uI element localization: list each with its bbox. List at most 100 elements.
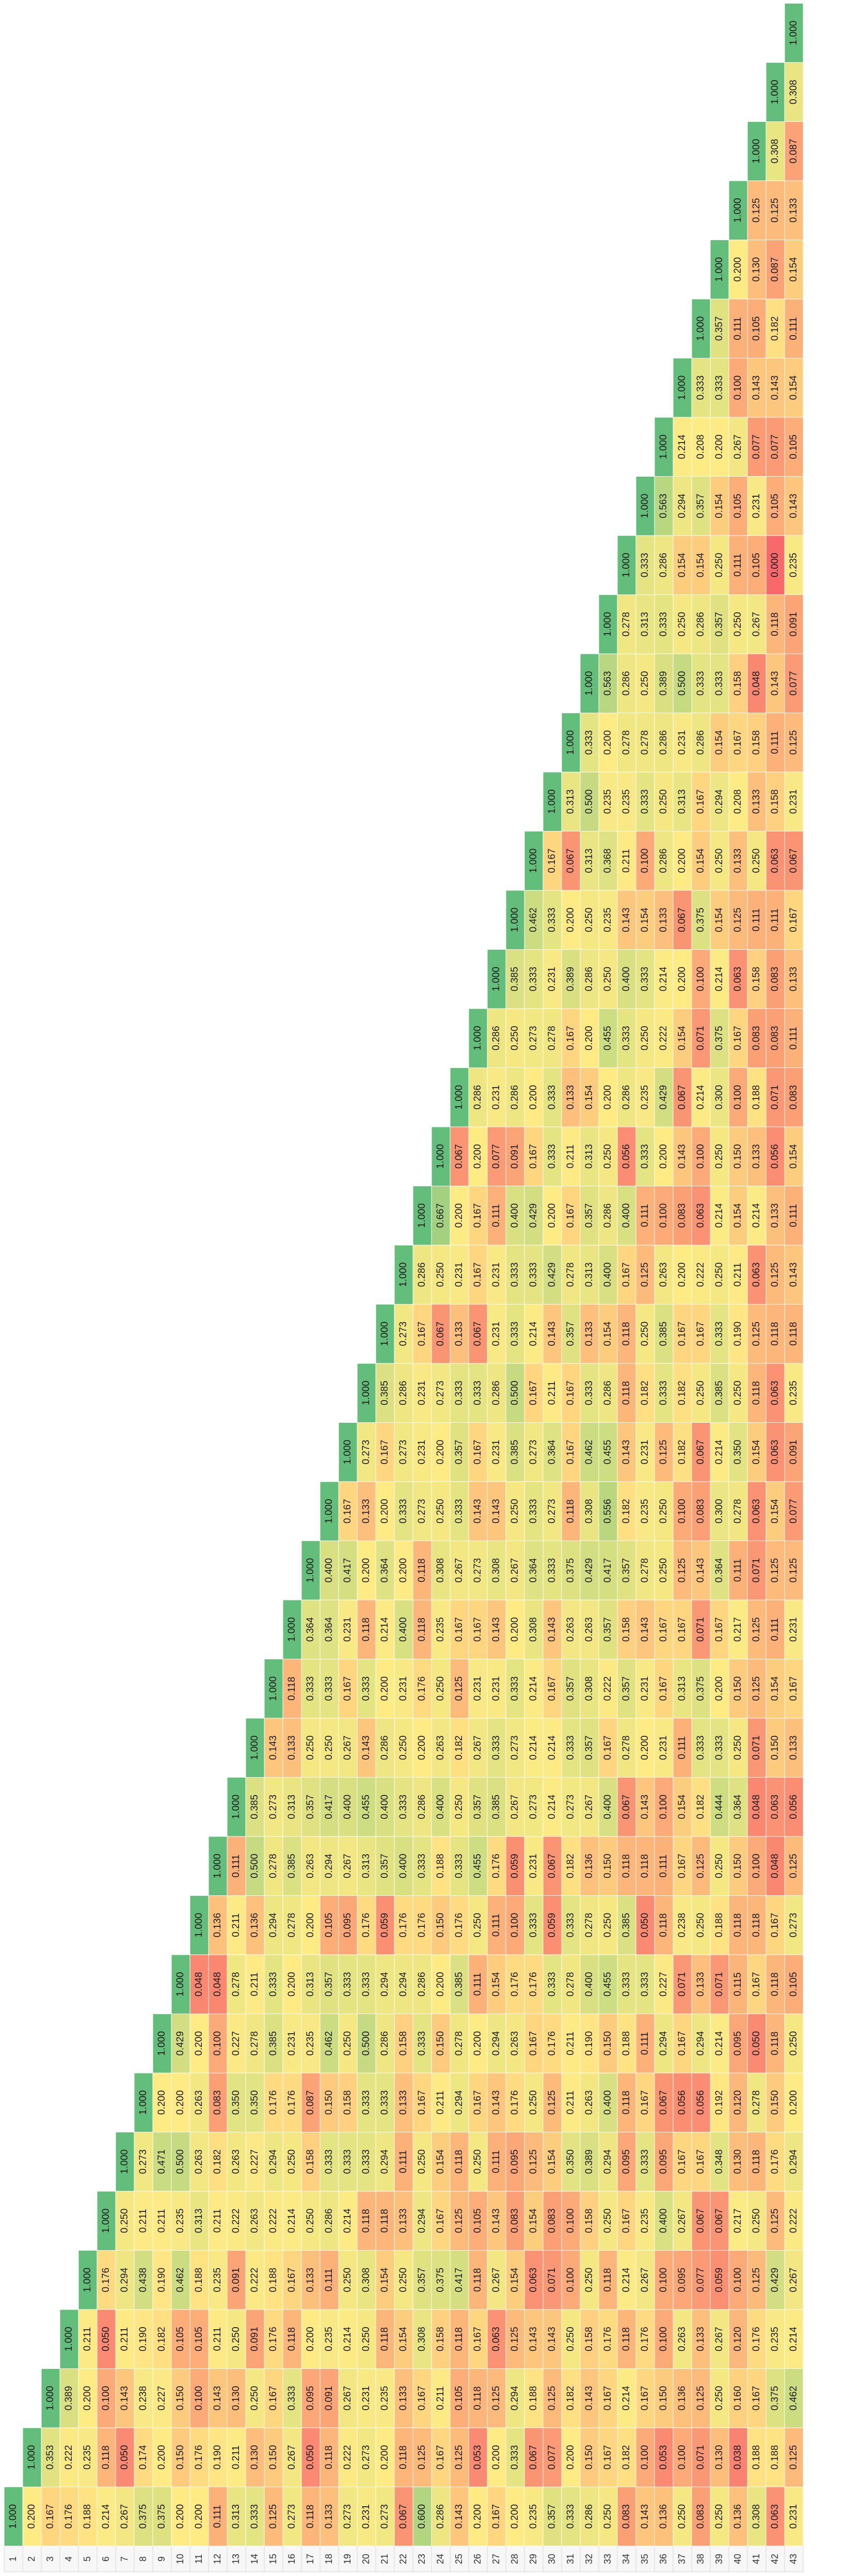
cell-value: 1.000: [417, 1203, 427, 1228]
heat-cell: [320, 1777, 339, 1837]
cell-value: 1.000: [658, 434, 669, 459]
row-label: 15: [268, 2554, 278, 2564]
cell-value: 0.087: [788, 139, 799, 164]
cell-value: 0.357: [454, 1440, 465, 1465]
heat-cell: [431, 1245, 451, 1305]
cell-value: 0.273: [435, 1380, 446, 1405]
heat-cell: [282, 1599, 302, 1659]
heat-cell: [561, 1895, 581, 1955]
cell-value: 0.143: [119, 2386, 130, 2411]
heat-cell: [561, 2487, 581, 2547]
cell-value: 1.000: [194, 1913, 204, 1938]
cell-value: 0.250: [714, 2386, 725, 2411]
heat-cell: [766, 1363, 785, 1423]
cell-value: 1.000: [379, 1322, 390, 1346]
heat-cell: [431, 1541, 451, 1600]
cell-value: 1.000: [26, 2445, 37, 2470]
cell-value: 0.167: [342, 1499, 353, 1523]
heat-cell: [78, 2368, 98, 2428]
heat-cell: [152, 2191, 172, 2251]
cell-value: 0.190: [212, 2445, 223, 2470]
cell-value: 0.071: [695, 1617, 706, 1642]
heat-cell: [301, 1777, 321, 1837]
heat-cell: [673, 1186, 692, 1246]
heat-cell: [450, 1659, 469, 1719]
heat-cell: [320, 1599, 339, 1659]
cell-value: 0.294: [509, 2386, 520, 2411]
cell-value: 0.167: [602, 1735, 613, 1760]
cell-value: 0.125: [751, 1676, 762, 1701]
heat-cell: [375, 1541, 395, 1600]
cell-value: 0.118: [417, 1617, 427, 1641]
cell-value: 0.167: [677, 1617, 688, 1642]
heat-cell: [710, 1186, 729, 1246]
cell-value: 0.231: [547, 967, 557, 992]
cell-value: 0.333: [324, 1676, 334, 1701]
cell-value: 0.200: [565, 907, 576, 932]
cell-value: 0.111: [212, 2505, 223, 2528]
heat-cell: [654, 1422, 674, 1482]
heat-cell: [691, 1599, 711, 1659]
cell-value: 0.300: [714, 1085, 725, 1110]
heat-cell: [357, 1422, 376, 1482]
cell-value: 0.333: [342, 1972, 353, 1997]
cell-value: 0.167: [472, 2090, 483, 2115]
cell-value: 0.111: [788, 1027, 799, 1050]
cell-value: 0.222: [268, 2208, 279, 2233]
cell-value: 0.154: [714, 494, 725, 519]
cell-value: 0.200: [547, 1203, 557, 1228]
heat-cell: [487, 1422, 506, 1482]
cell-value: 0.125: [677, 1558, 688, 1583]
cell-value: 0.250: [324, 1735, 334, 1760]
cell-value: 0.235: [640, 1499, 650, 1523]
heat-cell: [543, 1304, 562, 1364]
heat-cell: [208, 1836, 228, 1896]
heat-cell: [152, 2250, 172, 2310]
cell-value: 0.154: [640, 907, 650, 932]
heat-cell: [580, 772, 599, 831]
cell-value: 0.188: [194, 2268, 204, 2292]
heat-cell: [691, 594, 711, 654]
cell-value: 0.154: [602, 1322, 613, 1346]
cell-value: 0.133: [788, 967, 799, 992]
heat-cell: [412, 1541, 432, 1600]
heat-cell: [357, 1659, 376, 1719]
heat-cell: [617, 2487, 636, 2547]
cell-value: 0.211: [231, 1913, 242, 1937]
heat-cell: [747, 1186, 767, 1246]
heat-cell: [617, 1599, 636, 1659]
heat-cell: [728, 1363, 748, 1423]
cell-value: 0.000: [770, 553, 780, 577]
heat-cell: [747, 535, 767, 595]
cell-value: 0.048: [194, 1972, 204, 1997]
cell-value: 0.263: [677, 2327, 688, 2351]
cell-value: 0.286: [379, 1735, 390, 1760]
cell-value: 0.176: [361, 1913, 372, 1938]
heat-cell: [580, 2309, 599, 2369]
heat-cell: [394, 1422, 413, 1482]
heat-cell: [598, 1067, 618, 1127]
cell-value: 0.182: [677, 1440, 688, 1465]
cell-value: 0.250: [732, 612, 743, 637]
heat-cell: [766, 2250, 785, 2310]
cell-value: 0.231: [361, 2386, 372, 2411]
heat-cell: [617, 1363, 636, 1423]
heat-cell: [208, 2191, 228, 2251]
cell-value: 0.250: [602, 2208, 613, 2233]
cell-value: 0.273: [286, 2504, 297, 2529]
cell-value: 0.174: [138, 2445, 149, 2470]
cell-value: 0.105: [788, 434, 799, 459]
row-label: 43: [788, 2554, 799, 2564]
cell-value: 0.182: [621, 1499, 632, 1523]
cell-value: 0.364: [528, 1558, 539, 1583]
cell-value: 0.563: [602, 671, 613, 696]
heat-cell: [264, 2072, 283, 2132]
cell-value: 0.150: [732, 1144, 743, 1169]
cell-value: 0.286: [417, 1262, 427, 1287]
cell-value: 0.188: [714, 1913, 725, 1938]
cell-value: 0.125: [640, 1262, 650, 1287]
cell-value: 0.182: [770, 316, 780, 341]
heat-cell: [561, 1777, 581, 1837]
heat-cell: [747, 1126, 767, 1186]
cell-value: 0.308: [491, 1558, 502, 1583]
